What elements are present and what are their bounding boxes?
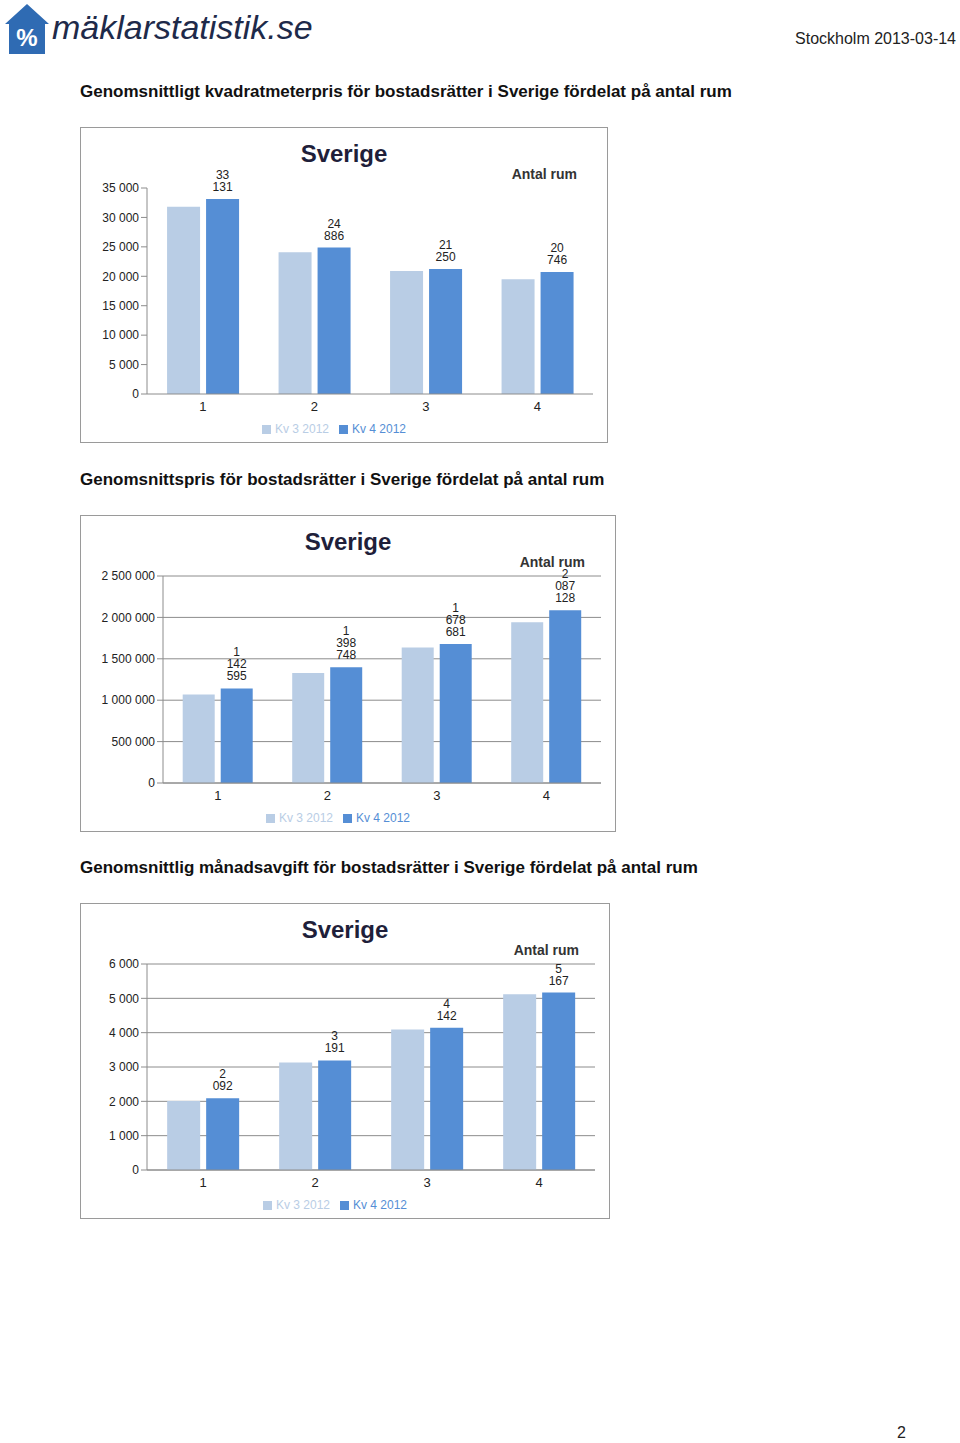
svg-text:24886: 24886 [324,217,344,243]
svg-text:4: 4 [543,788,550,803]
svg-text:2: 2 [311,399,318,414]
svg-text:2: 2 [311,1175,318,1190]
svg-text:5 000: 5 000 [109,992,139,1006]
svg-text:3 000: 3 000 [109,1060,139,1074]
html-text:2: 2 [897,1424,906,1441]
html-text:Kv 3 2012: Kv 3 2012 [276,1198,330,1212]
svg-text:25 000: 25 000 [102,240,139,254]
svg-text:4 000: 4 000 [109,1026,139,1040]
html-text:Sverige: Sverige [301,916,389,943]
svg-text:2 500 000: 2 500 000 [102,569,156,583]
html-text:Sverige: Sverige [304,528,392,555]
html-text:Genomsnittlig månadsavgift för: Genomsnittlig månadsavgift för bostadsrä… [80,858,698,877]
svg-text:2092: 2092 [213,1067,233,1093]
svg-text:1: 1 [199,399,206,414]
svg-text:0: 0 [148,776,155,790]
svg-text:21250: 21250 [436,238,456,264]
svg-text:3: 3 [422,399,429,414]
svg-text:6 000: 6 000 [109,957,139,971]
html-text:Genomsnittligt kvadratmeterpri: Genomsnittligt kvadratmeterpris för bost… [80,82,732,101]
svg-text:35 000: 35 000 [102,181,139,195]
svg-text:4142: 4142 [437,997,457,1023]
svg-text:1 500 000: 1 500 000 [102,652,156,666]
html-text:Antal rum: Antal rum [511,166,577,182]
html-text:Kv 4 2012: Kv 4 2012 [352,422,406,436]
svg-text:5167: 5167 [549,962,569,988]
svg-text:%: % [16,24,37,51]
svg-text:2 000: 2 000 [109,1095,139,1109]
svg-text:2087128: 2087128 [555,567,575,605]
svg-text:3: 3 [423,1175,430,1190]
html-text:Antal rum: Antal rum [519,554,585,570]
svg-text:3: 3 [433,788,440,803]
html-text:Kv 3 2012: Kv 3 2012 [279,811,333,825]
svg-text:20746: 20746 [547,241,567,267]
svg-text:2 000 000: 2 000 000 [102,611,156,625]
svg-text:1 000 000: 1 000 000 [102,693,156,707]
svg-text:1142595: 1142595 [227,645,247,683]
svg-text:30 000: 30 000 [102,211,139,225]
svg-text:10 000: 10 000 [102,328,139,342]
svg-text:5 000: 5 000 [109,358,139,372]
html-text:Genomsnittspris för bostadsrät: Genomsnittspris för bostadsrätter i Sver… [80,470,605,489]
html-text:Kv 4 2012: Kv 4 2012 [353,1198,407,1212]
svg-text:1: 1 [214,788,221,803]
svg-text:1678681: 1678681 [446,601,466,639]
html-text:Kv 3 2012: Kv 3 2012 [275,422,329,436]
svg-text:33131: 33131 [213,168,233,194]
html-text:Kv 4 2012: Kv 4 2012 [356,811,410,825]
html-text:Stockholm 2013-03-14: Stockholm 2013-03-14 [795,30,956,47]
svg-text:1: 1 [199,1175,206,1190]
svg-text:15 000: 15 000 [102,299,139,313]
svg-text:1398748: 1398748 [336,624,356,662]
svg-text:500 000: 500 000 [112,735,156,749]
svg-text:3191: 3191 [325,1029,345,1055]
svg-text:0: 0 [132,1163,139,1177]
html-text:Antal rum: Antal rum [513,942,579,958]
svg-text:2: 2 [324,788,331,803]
svg-text:20 000: 20 000 [102,270,139,284]
svg-text:0: 0 [132,387,139,401]
html-text:mäklarstatistik.se: mäklarstatistik.se [52,8,313,46]
svg-text:4: 4 [535,1175,542,1190]
svg-text:1 000: 1 000 [109,1129,139,1143]
html-text:Sverige: Sverige [300,140,388,167]
svg-text:4: 4 [534,399,541,414]
